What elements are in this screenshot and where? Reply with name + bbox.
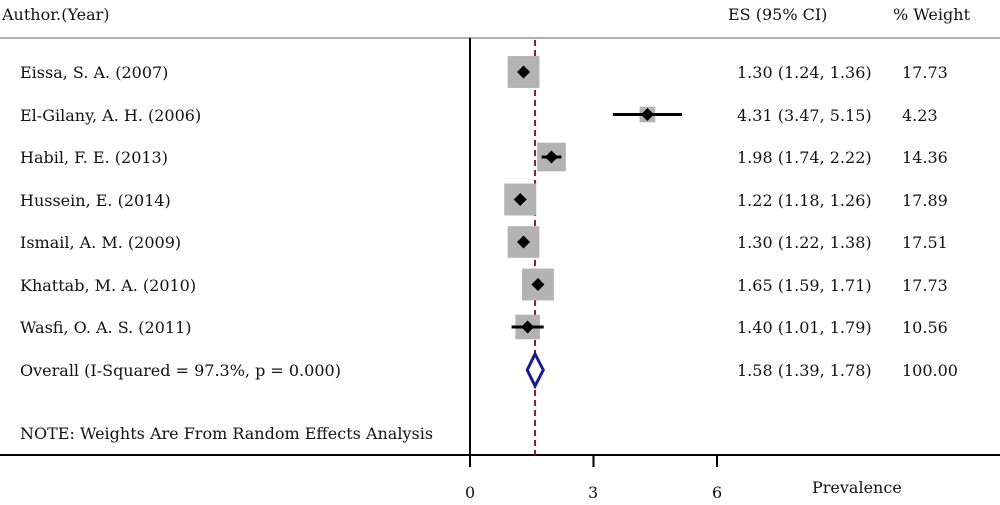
- study-es-text: 1.30 (1.24, 1.36): [737, 63, 872, 82]
- study-es-text: 1.65 (1.59, 1.71): [737, 276, 872, 295]
- es-column-header: ES (95% CI): [728, 5, 828, 24]
- overall-label: Overall (I-Squared = 97.3%, p = 0.000): [20, 361, 341, 380]
- overall-es-text: 1.58 (1.39, 1.78): [737, 361, 872, 380]
- study-es-text: 1.40 (1.01, 1.79): [737, 318, 872, 337]
- x-axis-title: Prevalence: [812, 478, 902, 497]
- point-estimate-marker: [640, 108, 654, 121]
- x-tick-label: 6: [712, 483, 723, 502]
- study-weight-text: 17.73: [902, 63, 948, 82]
- study-weight-text: 10.56: [902, 318, 948, 337]
- x-tick-label: 0: [465, 483, 476, 502]
- study-weight-text: 14.36: [902, 148, 948, 167]
- study-weight-text: 17.73: [902, 276, 948, 295]
- study-es-text: 1.98 (1.74, 2.22): [737, 148, 872, 167]
- study-weight-text: 17.89: [902, 191, 948, 210]
- study-es-text: 1.30 (1.22, 1.38): [737, 233, 872, 252]
- point-estimate-marker: [531, 278, 545, 291]
- point-estimate-marker: [521, 320, 535, 334]
- x-tick-label: 3: [588, 483, 599, 502]
- study-label: Habil, F. E. (2013): [20, 148, 168, 167]
- study-es-text: 1.22 (1.18, 1.26): [737, 191, 872, 210]
- study-label: Khattab, M. A. (2010): [20, 276, 197, 295]
- weights-note: NOTE: Weights Are From Random Effects An…: [20, 424, 434, 443]
- study-label: Wasfi, O. A. S. (2011): [20, 318, 192, 337]
- point-estimate-marker: [513, 193, 527, 206]
- point-estimate-marker: [517, 235, 531, 249]
- weight-column-header: % Weight: [893, 5, 970, 24]
- point-estimate-marker: [517, 65, 531, 79]
- study-weight-text: 17.51: [902, 233, 948, 252]
- point-estimate-marker: [545, 150, 559, 164]
- study-label: Ismail, A. M. (2009): [20, 233, 182, 252]
- study-es-text: 4.31 (3.47, 5.15): [737, 106, 872, 125]
- study-label: Hussein, E. (2014): [20, 191, 171, 210]
- overall-weight-text: 100.00: [902, 361, 958, 380]
- study-weight-text: 4.23: [902, 106, 938, 125]
- study-label: Eissa, S. A. (2007): [20, 63, 169, 82]
- overall-diamond: [525, 350, 545, 390]
- study-label: El-Gilany, A. H. (2006): [20, 106, 202, 125]
- study-column-header: Author.(Year): [2, 5, 110, 24]
